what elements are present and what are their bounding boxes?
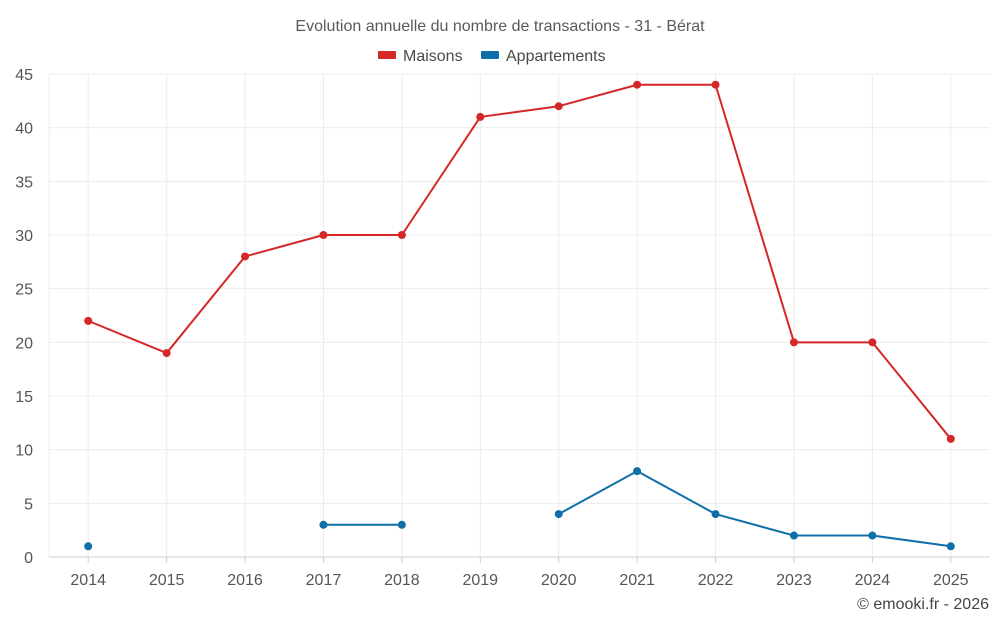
- y-tick-label: 5: [24, 496, 33, 513]
- x-tick-label: 2023: [776, 572, 812, 589]
- series: [84, 80, 955, 551]
- y-tick-label: 35: [15, 174, 33, 191]
- data-point-appartements-2021[interactable]: [633, 467, 642, 476]
- x-tick-label: 2020: [541, 572, 577, 589]
- data-point-appartements-2020[interactable]: [554, 510, 563, 519]
- credit-text: © emooki.fr - 2026: [857, 596, 989, 613]
- data-point-maisons-2018[interactable]: [397, 231, 406, 239]
- data-point-maisons-2019[interactable]: [476, 112, 485, 121]
- legend-label-appartements[interactable]: Appartements: [506, 48, 606, 65]
- data-point-appartements-2014[interactable]: [84, 542, 93, 551]
- grid: [48, 73, 990, 557]
- series-appartements: [84, 467, 955, 551]
- legend-swatch-appartements: [481, 51, 499, 59]
- data-point-appartements-2022[interactable]: [711, 510, 720, 519]
- y-tick-label: 10: [15, 443, 33, 460]
- x-tick-label: 2018: [384, 572, 420, 589]
- data-point-appartements-2025[interactable]: [946, 542, 955, 551]
- series-line-appartements: [558, 470, 951, 548]
- y-tick-label: 0: [24, 550, 33, 567]
- x-tick-label: 2024: [855, 572, 891, 589]
- x-tick-label: 2015: [149, 572, 185, 589]
- series-line-maisons: [87, 83, 952, 440]
- y-tick-label: 45: [15, 67, 33, 84]
- x-tick-label: 2021: [619, 572, 655, 589]
- data-point-appartements-2023[interactable]: [789, 531, 798, 540]
- data-point-maisons-2023[interactable]: [789, 338, 798, 347]
- data-point-maisons-2021[interactable]: [633, 80, 642, 89]
- chart-title: Evolution annuelle du nombre de transact…: [295, 18, 705, 35]
- data-point-maisons-2017[interactable]: [319, 231, 328, 239]
- x-tick-label: 2016: [227, 572, 263, 589]
- legend-label-maisons[interactable]: Maisons: [403, 48, 463, 65]
- y-tick-label: 25: [15, 282, 33, 299]
- series-maisons: [84, 80, 955, 443]
- x-tick-label: 2014: [70, 572, 106, 589]
- data-point-appartements-2024[interactable]: [868, 531, 877, 540]
- x-tick-label: 2019: [462, 572, 498, 589]
- x-tick-label: 2017: [306, 572, 342, 589]
- data-point-maisons-2025[interactable]: [946, 434, 955, 443]
- legend: Maisons Appartements: [378, 48, 606, 65]
- data-point-maisons-2016[interactable]: [241, 252, 250, 261]
- data-point-appartements-2018[interactable]: [397, 520, 406, 529]
- y-tick-label: 40: [15, 121, 33, 138]
- x-tick-label: 2022: [698, 572, 734, 589]
- y-tick-label: 20: [15, 335, 33, 352]
- y-tick-label: 15: [15, 389, 33, 406]
- legend-swatch-maisons: [378, 51, 396, 59]
- y-tick-label: 30: [15, 228, 33, 245]
- x-tick-label: 2025: [933, 572, 969, 589]
- data-point-appartements-2017[interactable]: [319, 520, 328, 529]
- data-point-maisons-2015[interactable]: [162, 349, 171, 358]
- data-point-maisons-2024[interactable]: [868, 338, 877, 347]
- data-point-maisons-2022[interactable]: [711, 80, 720, 89]
- data-point-maisons-2020[interactable]: [554, 102, 563, 111]
- data-point-maisons-2014[interactable]: [84, 316, 93, 325]
